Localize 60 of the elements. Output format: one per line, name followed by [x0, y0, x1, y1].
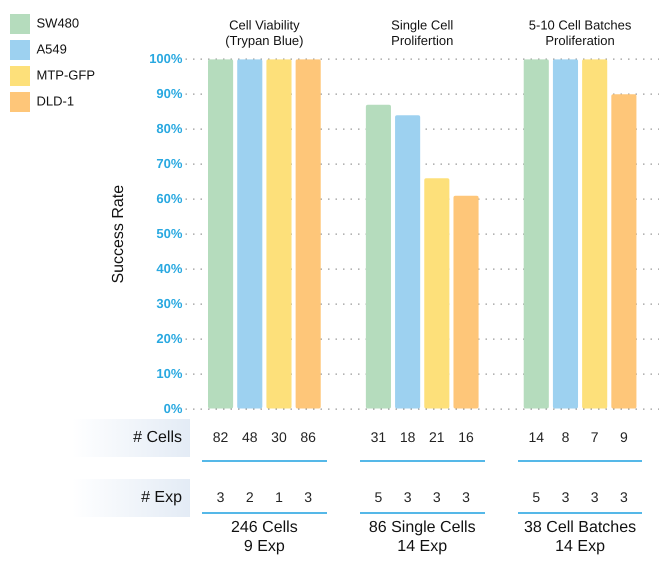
- text: # Exp: [70, 479, 190, 517]
- y-tick-label: 40%: [156, 260, 183, 276]
- text: 3: [562, 489, 570, 505]
- bar: [208, 59, 234, 409]
- y-tick-label: 80%: [156, 120, 183, 136]
- text: 14: [528, 429, 544, 445]
- bar: [424, 178, 450, 409]
- bar: [266, 59, 292, 409]
- y-tick-label: 50%: [156, 226, 183, 241]
- text: 3: [404, 489, 412, 505]
- legend-label: SW480: [36, 16, 80, 31]
- text: 3: [620, 489, 628, 505]
- bar: [453, 196, 479, 409]
- y-axis-title: Success Rate: [110, 184, 127, 284]
- text: 1: [275, 489, 283, 505]
- x-tick-label: Single Cell Prolifertion: [391, 17, 454, 48]
- text: 5: [374, 489, 382, 505]
- bar: [237, 59, 262, 409]
- y-tick-label: 20%: [156, 330, 183, 346]
- y-tick-label: 10%: [156, 366, 183, 381]
- bar: [582, 59, 608, 409]
- text: 38 Cell Batches 14 Exp: [524, 518, 636, 556]
- text: 30: [271, 429, 287, 445]
- text: # Cells: [70, 419, 190, 457]
- text: 31: [370, 429, 386, 445]
- text: 3: [432, 489, 441, 505]
- text: 86: [300, 429, 316, 445]
- text: 86 Single Cells 14 Exp: [368, 518, 476, 556]
- text: 18: [400, 429, 416, 445]
- legend-label: A549: [36, 42, 67, 57]
- bar: [395, 115, 420, 409]
- bar: [611, 94, 636, 409]
- y-tick-label: 90%: [156, 86, 183, 101]
- text: 3: [304, 489, 312, 505]
- bar: [524, 59, 549, 409]
- text: 8: [562, 429, 570, 445]
- y-tick-label: 70%: [156, 156, 183, 171]
- text: 21: [429, 429, 445, 445]
- y-tick-label: 100%: [149, 50, 183, 66]
- legend-label: MTP-GFP: [36, 68, 95, 83]
- y-tick-label: 60%: [156, 190, 183, 206]
- text: 5: [532, 489, 540, 505]
- bar: [366, 104, 391, 409]
- text: 3: [216, 489, 224, 505]
- text: 16: [458, 429, 474, 445]
- text: 3: [590, 489, 599, 505]
- x-tick-label: Cell Viability (Trypan Blue): [225, 17, 304, 48]
- text: 246 Cells 9 Exp: [231, 518, 298, 556]
- text: 7: [590, 429, 599, 445]
- y-tick-label: 0%: [164, 400, 183, 416]
- text: 3: [462, 489, 470, 505]
- x-tick-label: 5-10 Cell Batches Proliferation: [528, 17, 632, 48]
- text: 9: [620, 429, 628, 445]
- bar: [552, 59, 578, 409]
- bar: [296, 59, 321, 409]
- text: 2: [246, 489, 254, 505]
- text: 48: [242, 429, 258, 445]
- legend-label: DLD-1: [36, 94, 74, 109]
- y-tick-label: 30%: [156, 296, 183, 311]
- text: 82: [212, 429, 228, 445]
